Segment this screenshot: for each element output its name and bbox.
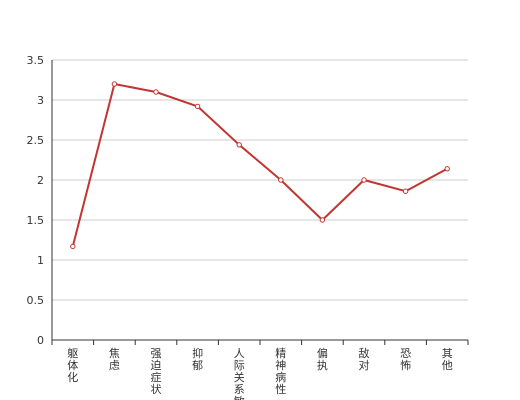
x-tick-label: 恐怖 — [400, 347, 411, 372]
y-tick-label: 3.5 — [27, 54, 45, 67]
y-tick-label: 2.5 — [27, 134, 45, 147]
x-tick-label: 人际关系敏感 — [234, 347, 245, 400]
y-tick-label: 2 — [37, 174, 44, 187]
data-point[interactable] — [153, 89, 159, 95]
x-tick-label: 敌对 — [359, 346, 370, 372]
x-tick-label: 躯体化 — [67, 347, 78, 384]
data-point[interactable] — [361, 177, 367, 183]
data-point[interactable] — [194, 103, 201, 110]
data-point[interactable] — [444, 166, 450, 172]
y-tick-label: 1.5 — [27, 214, 45, 227]
axis-layer — [51, 60, 469, 345]
data-point[interactable] — [236, 142, 242, 148]
y-tick-label: 1 — [37, 254, 44, 267]
y-tick-label: 3 — [37, 94, 44, 107]
grid-layer — [52, 59, 468, 301]
data-point[interactable] — [402, 188, 409, 194]
label-layer: 0 0.5 1 1.5 2 2.5 3 3.5 躯体化 焦虑 强迫症状 抑郁 人际关系敏感 精神病性 偏执 敌… — [27, 54, 453, 400]
data-point[interactable] — [278, 177, 284, 183]
series-layer — [70, 81, 450, 250]
x-tick-label: 焦虑 — [109, 347, 120, 372]
series-line — [71, 83, 448, 247]
x-tick-label: 偏执 — [317, 346, 328, 372]
x-tick-label: 强迫症状 — [151, 347, 162, 396]
x-tick-label: 精神病性 — [275, 347, 286, 396]
y-tick-label: 0.5 — [27, 294, 45, 307]
y-tick-label: 0 — [37, 334, 44, 347]
x-tick-label: 抑郁 — [192, 346, 203, 372]
data-point[interactable] — [70, 243, 76, 250]
x-tick-label: 其他 — [442, 347, 453, 372]
data-point[interactable] — [319, 217, 326, 223]
data-point[interactable] — [111, 81, 118, 87]
